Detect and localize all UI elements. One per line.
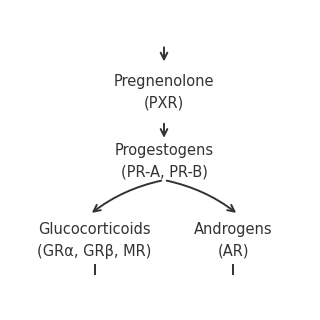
Text: (GRα, GRβ, MR): (GRα, GRβ, MR) [37, 244, 152, 259]
Text: (PR-A, PR-B): (PR-A, PR-B) [121, 165, 207, 180]
Text: (PXR): (PXR) [144, 96, 184, 111]
Text: (AR): (AR) [218, 244, 249, 259]
Text: Glucocorticoids: Glucocorticoids [38, 222, 151, 237]
Text: Pregnenolone: Pregnenolone [114, 74, 214, 89]
Text: Androgens: Androgens [194, 222, 273, 237]
Text: Progestogens: Progestogens [115, 143, 213, 158]
